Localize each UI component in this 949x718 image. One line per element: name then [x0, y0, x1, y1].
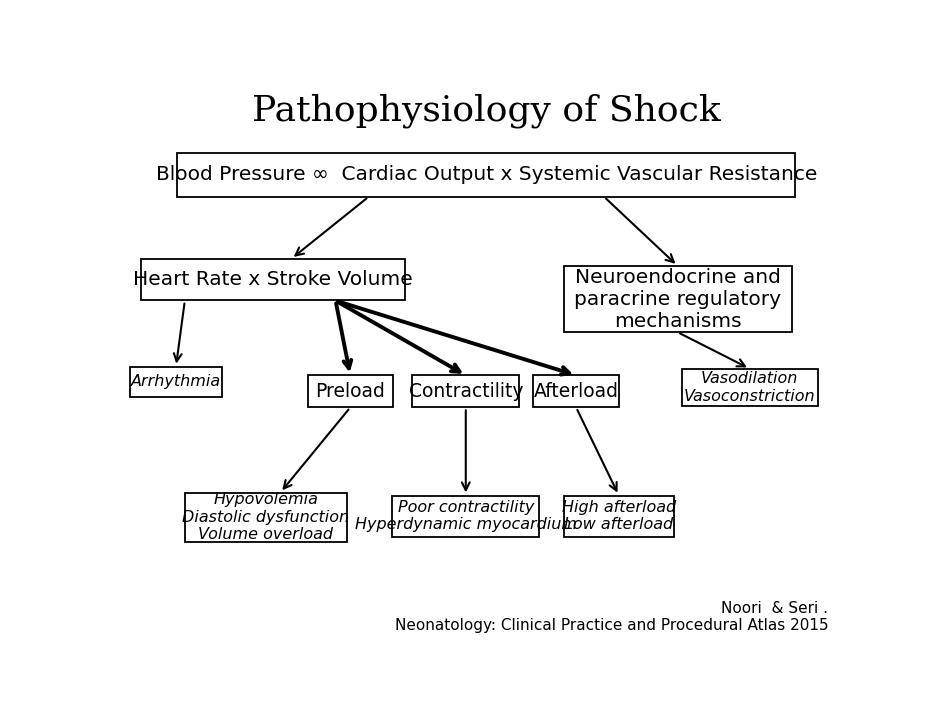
Text: Preload: Preload — [315, 382, 385, 401]
FancyBboxPatch shape — [564, 495, 674, 537]
Text: Contractility: Contractility — [408, 382, 523, 401]
Text: Arrhythmia: Arrhythmia — [131, 375, 221, 389]
Text: Noori  & Seri .: Noori & Seri . — [721, 601, 828, 616]
Text: Neonatology: Clinical Practice and Procedural Atlas 2015: Neonatology: Clinical Practice and Proce… — [395, 617, 828, 633]
FancyBboxPatch shape — [140, 259, 405, 300]
FancyBboxPatch shape — [564, 266, 791, 332]
FancyBboxPatch shape — [413, 376, 519, 407]
Text: Heart Rate x Stroke Volume: Heart Rate x Stroke Volume — [133, 270, 413, 289]
FancyBboxPatch shape — [681, 368, 818, 406]
Text: High afterload
Low afterload: High afterload Low afterload — [562, 500, 676, 533]
FancyBboxPatch shape — [177, 152, 795, 197]
Text: Pathophysiology of Shock: Pathophysiology of Shock — [252, 94, 720, 129]
FancyBboxPatch shape — [392, 495, 539, 537]
Text: Poor contractility
Hyperdynamic myocardium: Poor contractility Hyperdynamic myocardi… — [355, 500, 577, 533]
FancyBboxPatch shape — [130, 367, 222, 397]
Text: Neuroendocrine and
paracrine regulatory
mechanisms: Neuroendocrine and paracrine regulatory … — [574, 268, 781, 330]
Text: Afterload: Afterload — [533, 382, 619, 401]
FancyBboxPatch shape — [185, 493, 346, 542]
FancyBboxPatch shape — [532, 376, 620, 407]
FancyBboxPatch shape — [308, 376, 393, 407]
Text: Vasodilation
Vasoconstriction: Vasodilation Vasoconstriction — [684, 371, 815, 404]
Text: Hypovolemia
Diastolic dysfunction
Volume overload: Hypovolemia Diastolic dysfunction Volume… — [182, 493, 349, 542]
Text: Blood Pressure ∞  Cardiac Output x Systemic Vascular Resistance: Blood Pressure ∞ Cardiac Output x System… — [156, 165, 817, 184]
